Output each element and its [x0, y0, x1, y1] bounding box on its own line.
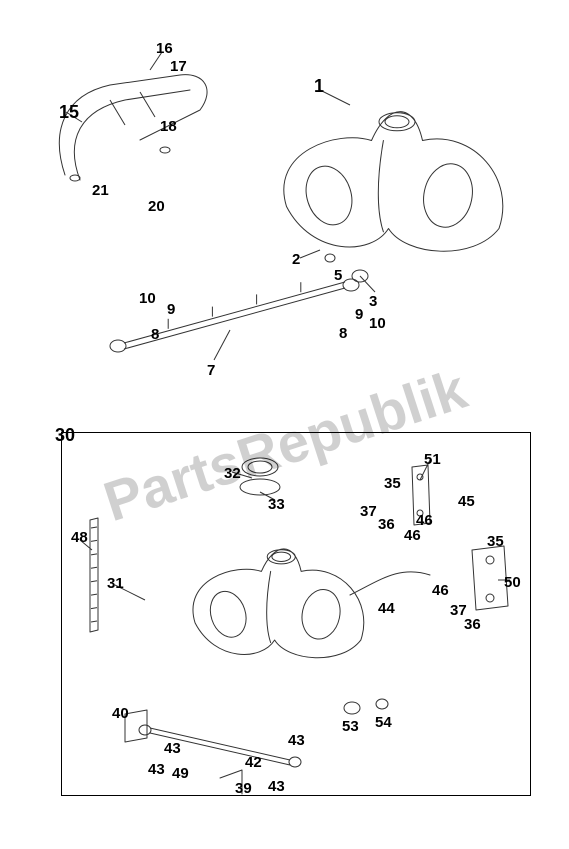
callout-9: 9: [167, 302, 175, 317]
callout-31: 31: [107, 576, 124, 591]
callout-43: 43: [268, 779, 285, 794]
callout-16: 16: [156, 41, 173, 56]
callout-36: 36: [464, 617, 481, 632]
callout-2: 2: [292, 252, 300, 267]
callout-49: 49: [172, 766, 189, 781]
callout-40: 40: [112, 706, 129, 721]
callout-8: 8: [151, 327, 159, 342]
callout-3: 3: [369, 294, 377, 309]
callout-36: 36: [378, 517, 395, 532]
callout-46: 46: [404, 528, 421, 543]
callout-30: 30: [55, 426, 75, 444]
callout-54: 54: [375, 715, 392, 730]
callout-7: 7: [207, 363, 215, 378]
callout-21: 21: [92, 183, 109, 198]
callout-15: 15: [59, 103, 79, 121]
callout-43: 43: [164, 741, 181, 756]
callout-18: 18: [160, 119, 177, 134]
callout-39: 39: [235, 781, 252, 796]
callout-5: 5: [334, 268, 342, 283]
callout-42: 42: [245, 755, 262, 770]
callout-43: 43: [148, 762, 165, 777]
callout-10: 10: [139, 291, 156, 306]
callout-35: 35: [487, 534, 504, 549]
callout-35: 35: [384, 476, 401, 491]
callout-37: 37: [360, 504, 377, 519]
callout-53: 53: [342, 719, 359, 734]
diagram-canvas: PartsRepublik 12357889910101516171820213…: [0, 0, 569, 849]
callout-45: 45: [458, 494, 475, 509]
callout-33: 33: [268, 497, 285, 512]
callout-10: 10: [369, 316, 386, 331]
callout-8: 8: [339, 326, 347, 341]
callout-1: 1: [314, 77, 324, 95]
callout-48: 48: [71, 530, 88, 545]
callout-50: 50: [504, 575, 521, 590]
callout-20: 20: [148, 199, 165, 214]
callout-51: 51: [424, 452, 441, 467]
callout-46: 46: [416, 513, 433, 528]
callout-37: 37: [450, 603, 467, 618]
callout-32: 32: [224, 466, 241, 481]
callout-17: 17: [170, 59, 187, 74]
callout-46: 46: [432, 583, 449, 598]
callout-9: 9: [355, 307, 363, 322]
callout-44: 44: [378, 601, 395, 616]
callout-43: 43: [288, 733, 305, 748]
